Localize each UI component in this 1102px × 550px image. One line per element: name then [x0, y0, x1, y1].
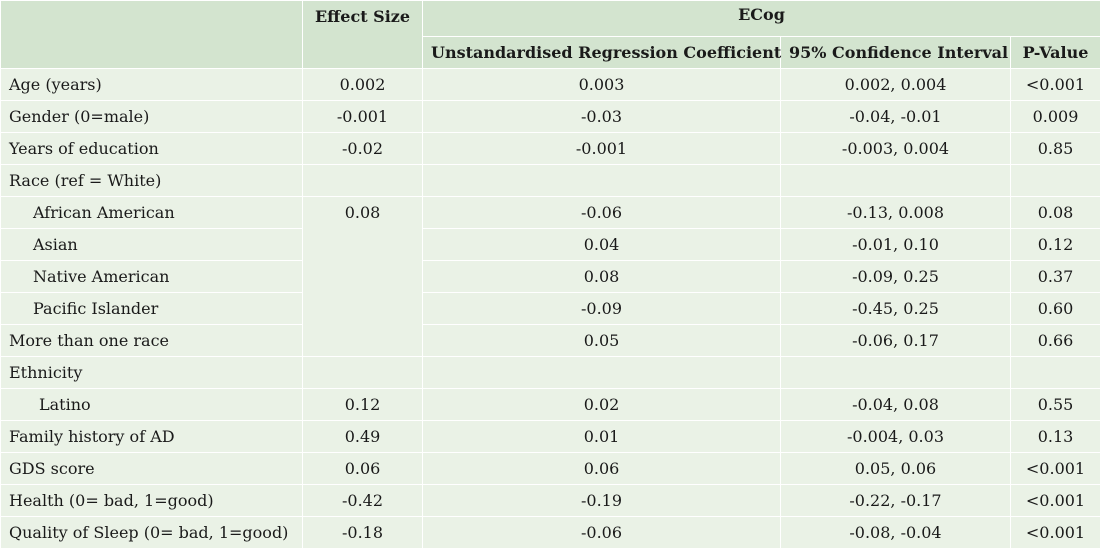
p-value-cell: 0.009	[1010, 100, 1101, 133]
row-label: Health (0= bad, 1=good)	[0, 484, 303, 517]
effect-size-cell: 0.002	[302, 68, 423, 101]
p-value-cell: 0.13	[1010, 420, 1101, 453]
effect-size-cell: -0.02	[302, 132, 423, 165]
coefficient-cell: 0.01	[422, 420, 781, 453]
table-row-group-header: Race (ref = White)	[0, 164, 1101, 197]
coefficient-cell	[422, 164, 781, 197]
p-value-cell: <0.001	[1010, 484, 1101, 517]
row-label: Pacific Islander	[0, 292, 303, 325]
coefficient-cell: -0.09	[422, 292, 781, 325]
row-label: GDS score	[0, 452, 303, 485]
row-label: Family history of AD	[0, 420, 303, 453]
header-coefficient: Unstandardised Regression Coefficient	[422, 36, 781, 69]
coefficient-cell: -0.19	[422, 484, 781, 517]
p-value-cell	[1010, 356, 1101, 389]
row-label: Quality of Sleep (0= bad, 1=good)	[0, 516, 303, 549]
header-blank	[0, 0, 303, 69]
p-value-cell: 0.12	[1010, 228, 1101, 261]
table-row: Latino 0.12 0.02 -0.04, 0.08 0.55	[0, 388, 1101, 421]
effect-size-cell: 0.49	[302, 420, 423, 453]
confidence-interval-cell: -0.04, 0.08	[780, 388, 1011, 421]
header-effect-size: Effect Size	[302, 0, 423, 69]
effect-size-cell	[302, 164, 423, 197]
row-label: Latino	[0, 388, 303, 421]
p-value-cell: 0.66	[1010, 324, 1101, 357]
confidence-interval-cell: 0.05, 0.06	[780, 452, 1011, 485]
table-row: More than one race 0.05 -0.06, 0.17 0.66	[0, 324, 1101, 357]
confidence-interval-cell: -0.003, 0.004	[780, 132, 1011, 165]
confidence-interval-cell: -0.08, -0.04	[780, 516, 1011, 549]
table-row: Age (years) 0.002 0.003 0.002, 0.004 <0.…	[0, 68, 1101, 101]
confidence-interval-cell: -0.06, 0.17	[780, 324, 1011, 357]
coefficient-cell: 0.05	[422, 324, 781, 357]
row-label: African American	[0, 196, 303, 229]
p-value-cell: <0.001	[1010, 516, 1101, 549]
confidence-interval-cell: -0.45, 0.25	[780, 292, 1011, 325]
row-label: Gender (0=male)	[0, 100, 303, 133]
confidence-interval-cell: -0.01, 0.10	[780, 228, 1011, 261]
table-row: Asian 0.04 -0.01, 0.10 0.12	[0, 228, 1101, 261]
effect-size-cell: 0.08	[302, 196, 423, 357]
effect-size-cell: 0.06	[302, 452, 423, 485]
table-row: African American 0.08 -0.06 -0.13, 0.008…	[0, 196, 1101, 357]
coefficient-cell: -0.06	[422, 196, 781, 229]
effect-size-cell: -0.42	[302, 484, 423, 517]
row-label: Race (ref = White)	[0, 164, 303, 197]
row-label: More than one race	[0, 324, 303, 357]
effect-size-cell: 0.12	[302, 388, 423, 421]
effect-size-cell: -0.001	[302, 100, 423, 133]
p-value-cell: 0.60	[1010, 292, 1101, 325]
coefficient-cell: 0.04	[422, 228, 781, 261]
p-value-cell: <0.001	[1010, 452, 1101, 485]
table-row: Health (0= bad, 1=good) -0.42 -0.19 -0.2…	[0, 484, 1101, 517]
effect-size-cell	[302, 356, 423, 389]
confidence-interval-cell: -0.04, -0.01	[780, 100, 1011, 133]
table-row-group-header: Ethnicity	[0, 356, 1101, 389]
coefficient-cell: 0.08	[422, 260, 781, 293]
coefficient-cell: 0.003	[422, 68, 781, 101]
p-value-cell: 0.37	[1010, 260, 1101, 293]
p-value-cell: 0.85	[1010, 132, 1101, 165]
confidence-interval-cell	[780, 356, 1011, 389]
table-row: Family history of AD 0.49 0.01 -0.004, 0…	[0, 420, 1101, 453]
coefficient-cell: -0.03	[422, 100, 781, 133]
table-row: Native American 0.08 -0.09, 0.25 0.37	[0, 260, 1101, 293]
row-label: Ethnicity	[0, 356, 303, 389]
header-confidence-interval: 95% Confidence Interval	[780, 36, 1011, 69]
confidence-interval-cell: -0.22, -0.17	[780, 484, 1011, 517]
row-label: Age (years)	[0, 68, 303, 101]
p-value-cell: <0.001	[1010, 68, 1101, 101]
row-label: Native American	[0, 260, 303, 293]
p-value-cell: 0.08	[1010, 196, 1101, 229]
table-row: Quality of Sleep (0= bad, 1=good) -0.18 …	[0, 516, 1101, 549]
p-value-cell: 0.55	[1010, 388, 1101, 421]
table-row: GDS score 0.06 0.06 0.05, 0.06 <0.001	[0, 452, 1101, 485]
coefficient-cell	[422, 356, 781, 389]
header-ecog: ECog	[422, 0, 1101, 37]
coefficient-cell: -0.001	[422, 132, 781, 165]
row-label: Years of education	[0, 132, 303, 165]
confidence-interval-cell	[780, 164, 1011, 197]
p-value-cell	[1010, 164, 1101, 197]
confidence-interval-cell: -0.004, 0.03	[780, 420, 1011, 453]
table-row: Years of education -0.02 -0.001 -0.003, …	[0, 132, 1101, 165]
table-row: Gender (0=male) -0.001 -0.03 -0.04, -0.0…	[0, 100, 1101, 133]
table-row: Pacific Islander -0.09 -0.45, 0.25 0.60	[0, 292, 1101, 325]
confidence-interval-cell: 0.002, 0.004	[780, 68, 1011, 101]
confidence-interval-cell: -0.09, 0.25	[780, 260, 1011, 293]
coefficient-cell: 0.02	[422, 388, 781, 421]
coefficient-cell: -0.06	[422, 516, 781, 549]
header-p-value: P-Value	[1010, 36, 1101, 69]
effect-size-cell: -0.18	[302, 516, 423, 549]
confidence-interval-cell: -0.13, 0.008	[780, 196, 1011, 229]
coefficient-cell: 0.06	[422, 452, 781, 485]
row-label: Asian	[0, 228, 303, 261]
